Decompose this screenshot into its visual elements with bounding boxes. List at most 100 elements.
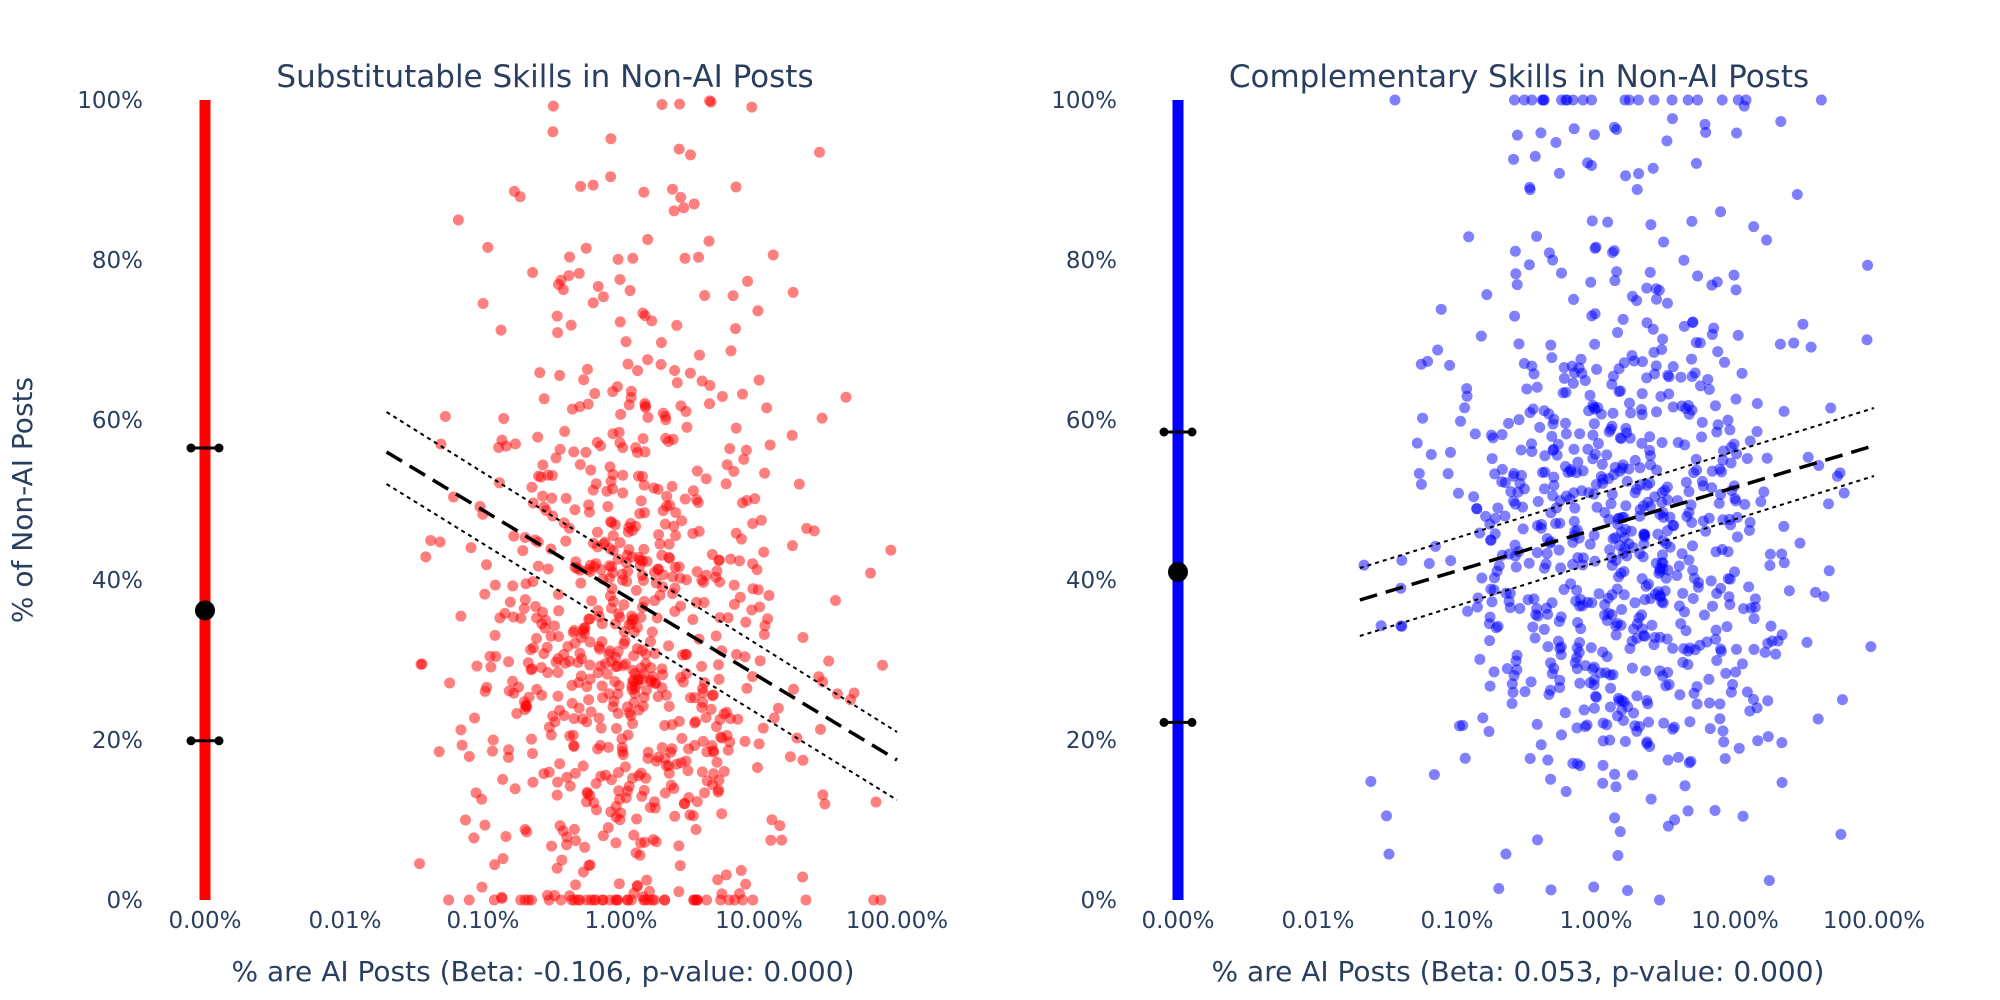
scatter-point xyxy=(644,801,656,813)
scatter-point xyxy=(521,826,533,838)
scatter-point xyxy=(721,706,733,718)
scatter-point xyxy=(1573,362,1585,374)
scatter-point xyxy=(663,700,675,712)
scatter-point xyxy=(1488,572,1500,584)
scatter-point xyxy=(1730,284,1742,296)
scatter-point xyxy=(1504,602,1516,614)
y-tick-label: 40% xyxy=(92,568,143,594)
scatter-point xyxy=(1531,520,1543,532)
scatter-point xyxy=(527,642,539,654)
scatter-point xyxy=(1657,597,1669,609)
scatter-point xyxy=(1575,353,1587,365)
scatter-point xyxy=(552,666,564,678)
scatter-point xyxy=(525,733,537,745)
scatter-point xyxy=(700,473,712,485)
scatter-point xyxy=(597,830,609,842)
mean-marker xyxy=(1168,562,1188,582)
scatter-point xyxy=(609,519,621,531)
scatter-point xyxy=(606,561,618,573)
scatter-point xyxy=(1636,437,1648,449)
scatter-point xyxy=(1676,400,1688,412)
scatter-point xyxy=(646,626,658,638)
scatter-point xyxy=(1662,369,1674,381)
scatter-point xyxy=(1590,690,1602,702)
scatter-point xyxy=(1582,443,1594,455)
scatter-point xyxy=(1732,329,1744,341)
scatter-point xyxy=(552,588,564,600)
scatter-point xyxy=(1560,428,1572,440)
scatter-point xyxy=(1553,167,1565,179)
scatter-point xyxy=(757,722,769,734)
scatter-point xyxy=(1657,670,1669,682)
scatter-point xyxy=(1579,721,1591,733)
scatter-point xyxy=(1728,438,1740,450)
scatter-point xyxy=(1674,689,1686,701)
scatter-point xyxy=(640,684,652,696)
scatter-point xyxy=(776,834,788,846)
scatter-point xyxy=(1712,346,1724,358)
scatter-point xyxy=(570,835,582,847)
scatter-point xyxy=(813,146,825,158)
scatter-point xyxy=(1623,397,1635,409)
scatter-point xyxy=(1724,424,1736,436)
scatter-point xyxy=(663,538,675,550)
scatter-point xyxy=(617,749,629,761)
scatter-point xyxy=(497,853,509,865)
scatter-point xyxy=(1608,245,1620,257)
scatter-point xyxy=(1515,444,1527,456)
scatter-point xyxy=(1656,487,1668,499)
scatter-point xyxy=(579,622,591,634)
scatter-point xyxy=(1568,443,1580,455)
scatter-point xyxy=(1500,848,1512,860)
scatter-point xyxy=(1531,718,1543,730)
scatter-point xyxy=(615,408,627,420)
scatter-point xyxy=(1518,358,1530,370)
scatter-point xyxy=(597,291,609,303)
scatter-point xyxy=(740,444,752,456)
scatter-point xyxy=(1647,162,1659,174)
scatter-point xyxy=(642,234,654,246)
scatter-point xyxy=(1725,457,1737,469)
scatter-point xyxy=(689,739,701,751)
scatter-point xyxy=(1687,592,1699,604)
scatter-point xyxy=(552,776,564,788)
scatter-point xyxy=(1539,466,1551,478)
scatter-point xyxy=(1724,513,1736,525)
y-tick-label: 20% xyxy=(1066,728,1117,754)
scatter-point xyxy=(1589,308,1601,320)
scatter-point xyxy=(493,441,505,453)
scatter-point xyxy=(1523,259,1535,271)
scatter-point xyxy=(514,191,526,203)
scatter-point xyxy=(1488,666,1500,678)
scatter-point xyxy=(1607,407,1619,419)
scatter-point xyxy=(1485,534,1497,546)
scatter-point xyxy=(701,894,713,906)
scatter-point xyxy=(1624,643,1636,655)
scatter-point xyxy=(1749,601,1761,613)
scatter-point xyxy=(1567,558,1579,570)
scatter-point xyxy=(625,710,637,722)
scatter-point xyxy=(699,787,711,799)
scatter-point xyxy=(747,894,759,906)
scatter-point xyxy=(657,407,669,419)
scatter-point xyxy=(671,319,683,331)
scatter-points xyxy=(414,95,897,906)
scatter-point xyxy=(1610,781,1622,793)
scatter-point xyxy=(592,667,604,679)
scatter-point xyxy=(829,594,841,606)
scatter-point xyxy=(767,249,779,261)
scatter-point xyxy=(751,761,763,773)
plot-area xyxy=(186,95,898,906)
scatter-point xyxy=(1632,94,1644,106)
scatter-point xyxy=(1684,716,1696,728)
scatter-point xyxy=(725,553,737,565)
scatter-point xyxy=(1444,359,1456,371)
scatter-point xyxy=(1517,523,1529,535)
scatter-point xyxy=(1396,554,1408,566)
scatter-point xyxy=(1704,723,1716,735)
scatter-point xyxy=(1736,658,1748,670)
scatter-point xyxy=(1567,757,1579,769)
scatter-point xyxy=(1640,580,1652,592)
scatter-point xyxy=(617,574,629,586)
scatter-point xyxy=(1619,94,1631,106)
